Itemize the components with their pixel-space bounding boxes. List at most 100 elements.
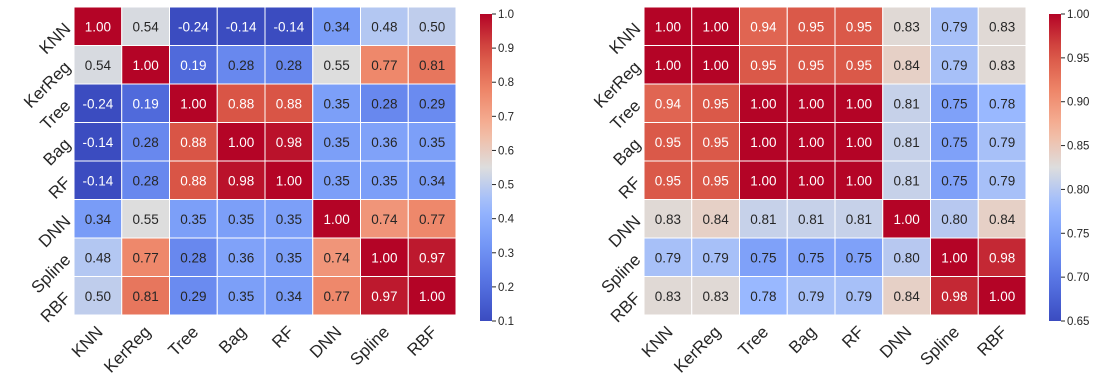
cell-value-label: 0.77	[419, 212, 445, 227]
cell-value-label: 0.35	[276, 212, 302, 227]
cell-value-label: 0.95	[702, 96, 728, 111]
y-tick-label: KNN	[606, 19, 645, 58]
cell-value-label: 1.00	[989, 289, 1015, 304]
cell-value-label: 0.36	[228, 250, 254, 265]
heatmap-cell	[312, 237, 361, 277]
heatmap-cell	[643, 83, 693, 123]
colorbar	[480, 14, 492, 321]
heatmap-cell	[739, 199, 788, 239]
cell-value-label: 0.81	[893, 96, 919, 111]
heatmap-cell	[643, 276, 693, 316]
colorbar-tick-label: 0.9	[498, 43, 514, 55]
heatmap-cell	[407, 83, 457, 123]
heatmap-cell	[786, 45, 836, 85]
heatmap-cell	[834, 122, 884, 162]
cell-value-label: 0.84	[893, 58, 920, 73]
heatmap-cell	[739, 237, 788, 277]
y-tick-label: KNN	[36, 19, 75, 58]
cell-value-label: 0.81	[846, 212, 872, 227]
cell-value-label: 1.00	[276, 173, 302, 188]
colorbar-tick-label: 0.80	[1067, 184, 1089, 196]
cell-value-label: 0.28	[132, 135, 158, 150]
cell-value-label: 0.79	[702, 250, 728, 265]
heatmap-cell	[977, 237, 1027, 277]
heatmap-cell	[169, 199, 218, 239]
heatmap-cell	[691, 276, 740, 316]
cell-value-label: 1.00	[846, 96, 872, 111]
colorbar-tick-label: 0.95	[1067, 53, 1089, 65]
heatmap-cell	[407, 160, 457, 200]
cell-value-label: 0.95	[846, 19, 872, 34]
colorbar-tick-label: 0.90	[1067, 97, 1089, 109]
cell-value-label: 0.50	[85, 289, 111, 304]
cell-value-label: 0.29	[419, 96, 445, 111]
cell-value-label: 0.88	[180, 135, 206, 150]
cell-value-label: 1.00	[419, 289, 445, 304]
colorbar-tick-label: 0.3	[498, 248, 514, 260]
cell-value-label: 1.00	[180, 96, 206, 111]
cell-value-label: 0.35	[228, 212, 254, 227]
heatmap-cell	[407, 6, 457, 46]
heatmap-cell	[930, 6, 979, 46]
y-tick-label: Spline	[598, 250, 645, 297]
heatmap-cell	[312, 83, 361, 123]
x-tick-label: Tree	[164, 322, 202, 360]
cell-value-label: 0.75	[941, 135, 967, 150]
y-tick-label: DNN	[35, 212, 74, 251]
cell-value-label: 0.36	[371, 135, 397, 150]
heatmap-cell	[360, 122, 409, 162]
heatmap-cell	[216, 45, 266, 85]
colorbar-tick-label: 0.8	[498, 77, 514, 89]
cell-value-label: 0.97	[371, 289, 397, 304]
cell-value-label: 0.35	[323, 173, 349, 188]
heatmap-cell	[216, 276, 266, 316]
heatmap-cell	[977, 122, 1027, 162]
cell-value-label: 0.34	[276, 289, 303, 304]
cell-value-label: 0.83	[989, 58, 1015, 73]
cell-value-label: 0.34	[419, 173, 446, 188]
cell-value-label: 1.00	[750, 96, 776, 111]
cell-value-label: 1.00	[323, 212, 349, 227]
cell-value-label: 0.79	[846, 289, 872, 304]
cell-value-label: 0.95	[846, 58, 872, 73]
cell-value-label: 0.81	[419, 58, 445, 73]
cell-value-label: 0.35	[228, 289, 254, 304]
heatmap-cell	[264, 122, 314, 162]
cell-value-label: 0.74	[371, 212, 398, 227]
y-tick-label: Spline	[28, 250, 75, 297]
cell-value-label: 0.79	[941, 19, 967, 34]
cell-value-label: 0.95	[655, 135, 681, 150]
cell-value-label: 0.83	[655, 289, 681, 304]
cell-value-label: 0.83	[702, 289, 728, 304]
x-tick-label: Spline	[916, 322, 963, 369]
x-tick-label: RBF	[403, 322, 440, 359]
x-tick-label: KNN	[68, 322, 107, 361]
colorbar-tick-label: 0.65	[1067, 316, 1089, 328]
colorbar-tick-label: 0.5	[498, 180, 514, 192]
heatmap-cell	[73, 83, 123, 123]
heatmap-cell	[360, 160, 409, 200]
heatmap-cell	[834, 276, 884, 316]
heatmap-cell	[977, 160, 1027, 200]
cell-value-label: 0.19	[132, 96, 158, 111]
colorbar-tick-label: 0.1	[498, 316, 514, 328]
heatmap-cell	[121, 6, 170, 46]
x-tick-label: KerReg	[670, 322, 724, 376]
x-tick-label: RBF	[973, 322, 1010, 359]
heatmap-cell	[121, 237, 170, 277]
cell-value-label: 1.00	[846, 173, 872, 188]
cell-value-label: 0.77	[323, 289, 349, 304]
heatmap-cell	[643, 45, 693, 85]
cell-value-label: 1.00	[750, 135, 776, 150]
heatmap-cell	[73, 276, 123, 316]
cell-value-label: 0.75	[798, 250, 824, 265]
cell-value-label: 0.88	[180, 173, 206, 188]
cell-value-label: 0.79	[655, 250, 681, 265]
cell-value-label: 0.81	[893, 173, 919, 188]
cell-value-label: 0.84	[893, 289, 920, 304]
heatmap-cell	[312, 276, 361, 316]
heatmap-cell	[121, 199, 170, 239]
cell-value-label: 0.95	[655, 173, 681, 188]
cell-value-label: 0.28	[228, 58, 254, 73]
cell-value-label: 0.77	[132, 250, 158, 265]
